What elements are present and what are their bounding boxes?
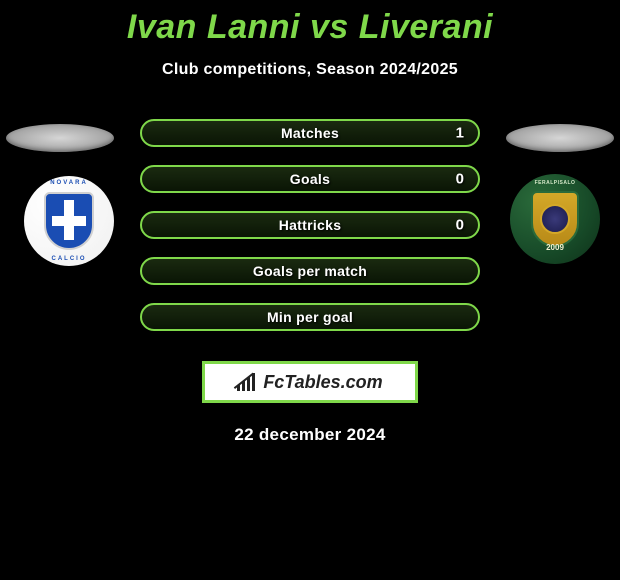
comparison-title: Ivan Lanni vs Liverani	[0, 0, 620, 47]
bar-chart-icon	[237, 373, 259, 391]
fctables-logo-box: FcTables.com	[202, 361, 418, 403]
stat-pill-goals: Goals 0	[140, 165, 480, 193]
stat-value-right: 0	[456, 171, 464, 188]
stat-label: Min per goal	[267, 309, 353, 325]
stat-value-right: 0	[456, 217, 464, 234]
comparison-subtitle: Club competitions, Season 2024/2025	[0, 61, 620, 79]
trend-line-icon	[237, 373, 259, 391]
snapshot-date: 22 december 2024	[0, 425, 620, 445]
stats-area: Matches 1 Goals 0 Hattricks 0 Goals per …	[0, 119, 620, 331]
stat-pill-column: Matches 1 Goals 0 Hattricks 0 Goals per …	[140, 119, 480, 331]
stat-value-right: 1	[456, 125, 464, 142]
stat-pill-goals-per-match: Goals per match	[140, 257, 480, 285]
logo-text: FcTables.com	[263, 372, 382, 393]
stat-pill-matches: Matches 1	[140, 119, 480, 147]
stat-pill-min-per-goal: Min per goal	[140, 303, 480, 331]
stat-label: Goals	[290, 171, 330, 187]
stat-label: Hattricks	[279, 217, 342, 233]
stat-pill-hattricks: Hattricks 0	[140, 211, 480, 239]
stat-label: Goals per match	[253, 263, 367, 279]
stat-label: Matches	[281, 125, 339, 141]
